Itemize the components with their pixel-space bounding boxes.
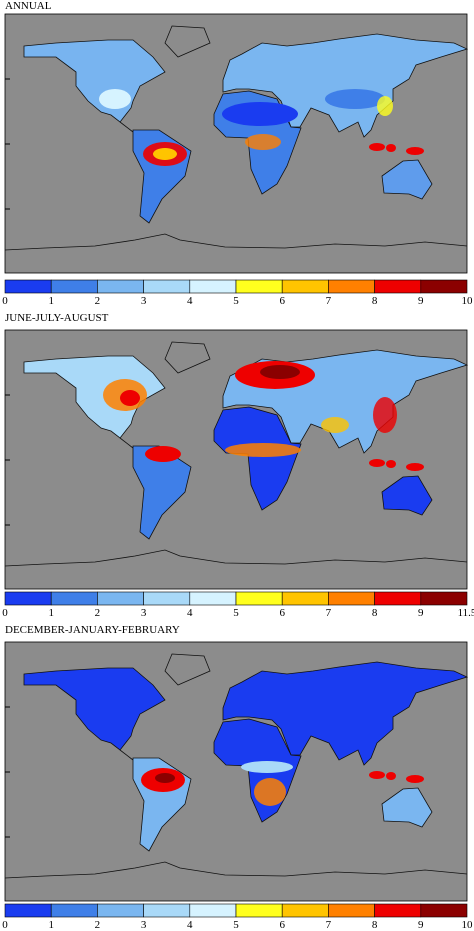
- colorbar-segment: [328, 591, 375, 606]
- colorbar-tick-label: 7: [326, 607, 332, 619]
- colorbar-segment: [97, 279, 144, 294]
- colorbar-tick-label: 9: [418, 295, 424, 307]
- colorbar-tick-label: 3: [141, 607, 147, 619]
- colorbar-tick-label: 5: [233, 919, 239, 931]
- colorbar-segment: [143, 903, 191, 918]
- colorbar-segment: [50, 903, 98, 918]
- colorbar-tick-label: 4: [187, 295, 193, 307]
- colorbar-tick-label: 7: [326, 295, 332, 307]
- colorbar-tick-label: 6: [279, 295, 285, 307]
- colorbar-tick-label: 6: [279, 607, 285, 619]
- colorbar-segment: [143, 279, 191, 294]
- colorbar-tick-label: 1: [48, 919, 54, 931]
- colorbar-segment: [281, 903, 329, 918]
- colorbar-segment: [281, 279, 329, 294]
- colorbar-tick-label: 4: [187, 607, 193, 619]
- panel-title: ANNUAL: [5, 0, 52, 12]
- colorbar-tick-label: 5: [233, 607, 239, 619]
- colorbar-segment: [374, 903, 422, 918]
- colorbar-segment: [235, 903, 283, 918]
- colorbar-tick-label: 0: [2, 607, 8, 619]
- colorbar-tick-label: 11.5: [458, 607, 474, 619]
- colorbar-segment: [189, 903, 237, 918]
- map: [4, 13, 468, 274]
- colorbar-segment: [420, 903, 468, 918]
- colorbar-segment: [328, 903, 375, 918]
- colorbar-segment: [374, 279, 422, 294]
- colorbar-tick-label: 8: [372, 919, 378, 931]
- colorbar-tick-label: 1: [48, 295, 54, 307]
- colorbar-tick-label: 3: [141, 295, 147, 307]
- colorbar-segment: [97, 903, 144, 918]
- colorbar-tick-label: 9: [418, 919, 424, 931]
- colorbar-tick-label: 6: [279, 919, 285, 931]
- colorbar-tick-label: 1: [48, 607, 54, 619]
- colorbar-tick-label: 3: [141, 919, 147, 931]
- colorbar-tick-label: 7: [326, 919, 332, 931]
- colorbar-tick-label: 8: [372, 607, 378, 619]
- colorbar-segment: [189, 279, 237, 294]
- colorbar-tick-label: 10: [462, 295, 474, 307]
- colorbar-tick-label: 0: [2, 919, 8, 931]
- colorbar-segment: [50, 279, 98, 294]
- colorbar-segment: [4, 279, 52, 294]
- colorbar-segment: [189, 591, 237, 606]
- colorbar-segment: [50, 591, 98, 606]
- panel-title: DECEMBER-JANUARY-FEBRUARY: [5, 624, 180, 636]
- map: [4, 329, 468, 590]
- colorbar-segment: [4, 903, 52, 918]
- colorbar-tick-label: 10: [462, 919, 474, 931]
- colorbar-tick-label: 0: [2, 295, 8, 307]
- colorbar-tick-label: 2: [95, 607, 101, 619]
- colorbar-segment: [420, 279, 468, 294]
- colorbar-segment: [4, 591, 52, 606]
- colorbar-tick-label: 4: [187, 919, 193, 931]
- colorbar-segment: [235, 591, 283, 606]
- colorbar-tick-label: 2: [95, 919, 101, 931]
- panel-title: JUNE-JULY-AUGUST: [5, 312, 109, 324]
- colorbar-segment: [420, 591, 468, 606]
- colorbar-tick-label: 8: [372, 295, 378, 307]
- colorbar-tick-label: 9: [418, 607, 424, 619]
- colorbar-tick-label: 2: [95, 295, 101, 307]
- colorbar-segment: [235, 279, 283, 294]
- colorbar-segment: [143, 591, 191, 606]
- colorbar-segment: [328, 279, 375, 294]
- colorbar-segment: [281, 591, 329, 606]
- colorbar-tick-label: 5: [233, 295, 239, 307]
- colorbar-segment: [97, 591, 144, 606]
- map: [4, 641, 468, 902]
- colorbar-segment: [374, 591, 422, 606]
